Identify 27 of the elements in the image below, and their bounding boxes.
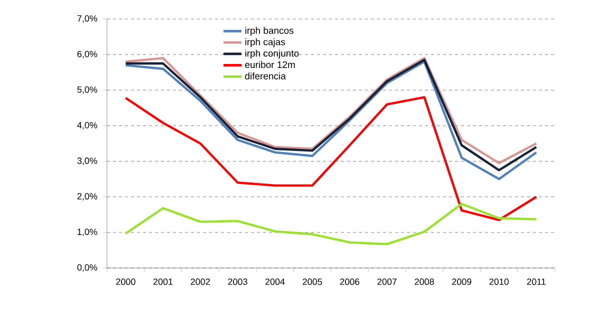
y-tick-label: 2,0% [77, 193, 98, 201]
x-tick-label: 2007 [377, 278, 397, 285]
x-tick-label: 2011 [527, 278, 546, 285]
legend-label: irph bancos [245, 26, 294, 36]
legend-label: irph conjunto [245, 50, 299, 59]
y-tick-label: 6,0% [77, 50, 98, 58]
x-tick-label: 2000 [116, 278, 136, 285]
line-series [124, 96, 538, 222]
x-tick-label: 2009 [452, 278, 472, 285]
x-tick-label: 2006 [340, 278, 360, 285]
x-tick-label: 2008 [414, 278, 434, 285]
y-tick-label: 5,0% [77, 86, 98, 94]
y-tick-label: 1,0% [78, 228, 98, 236]
y-tick-label: 3,0% [77, 158, 98, 165]
y-tick-label: 0,0% [77, 264, 98, 272]
x-tick-label: 2003 [228, 278, 248, 285]
legend-label: irph cajas [245, 38, 285, 48]
x-tick-label: 2002 [190, 278, 210, 285]
y-tick-label: 4,0% [77, 122, 98, 130]
legend-label: euribor 12m [245, 61, 295, 68]
legend-label: diferencia [245, 72, 286, 80]
line-series [124, 202, 538, 246]
x-tick-label: 2004 [265, 278, 285, 285]
x-tick-label: 2005 [302, 278, 322, 285]
x-tick-label: 2001 [153, 278, 173, 285]
x-tick-label: 2010 [489, 278, 509, 285]
y-tick-label: 7,0% [77, 15, 98, 23]
